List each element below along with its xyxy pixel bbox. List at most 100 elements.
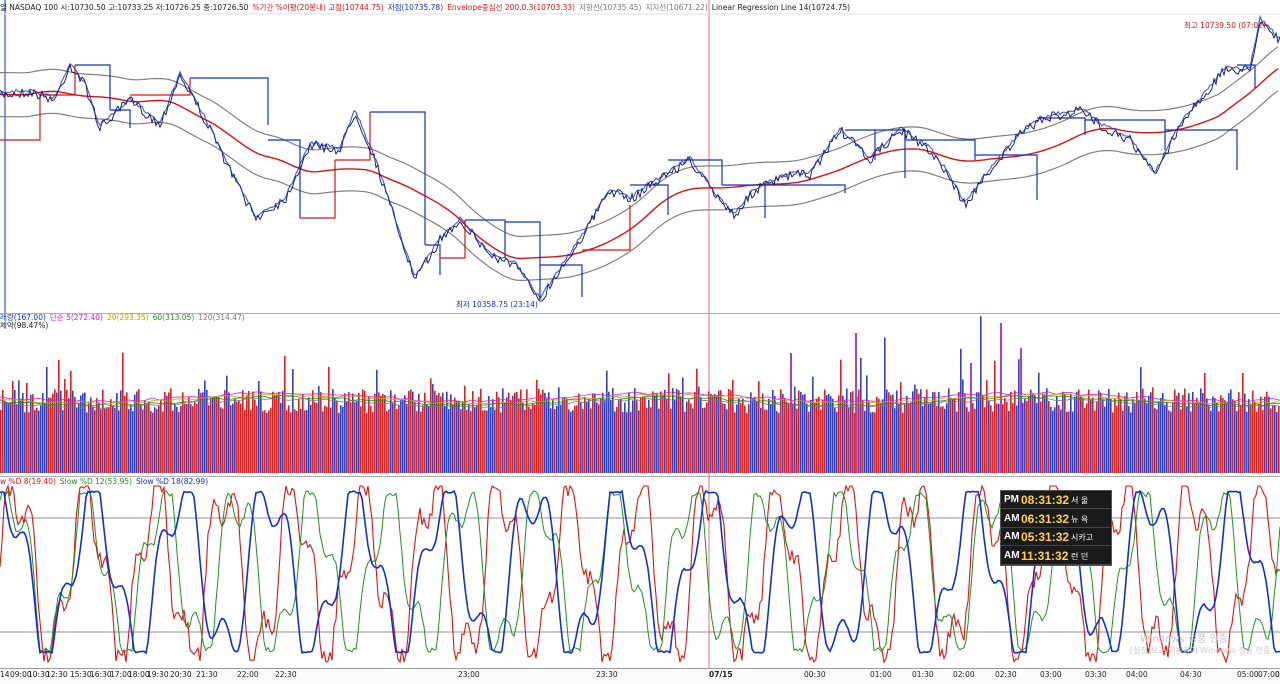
clock-time: 05:31:32 xyxy=(1021,530,1070,544)
volume-bar xyxy=(706,402,708,473)
volume-bar xyxy=(768,398,770,473)
volume-bar xyxy=(536,379,538,473)
volume-chart-pane[interactable]: 래량(167.00) 단순 5(272.40) 20(293.35) 60(313.0… xyxy=(0,313,1280,476)
volume-bar xyxy=(824,389,826,473)
volume-bar xyxy=(680,396,682,473)
volume-bar xyxy=(580,402,582,473)
volume-bar xyxy=(44,402,46,473)
volume-bar xyxy=(1262,409,1264,473)
volume-bar xyxy=(6,402,8,473)
volume-bar xyxy=(58,359,60,473)
volume-bar xyxy=(634,388,636,473)
volume-bar xyxy=(522,402,524,473)
volume-bar xyxy=(818,396,820,473)
volume-bar xyxy=(744,405,746,473)
volume-bar xyxy=(1170,411,1172,473)
volume-bar xyxy=(606,370,608,473)
volume-bar xyxy=(216,396,218,473)
time-axis-tick: 03:00 xyxy=(1040,670,1062,679)
volume-bar xyxy=(1036,403,1038,473)
volume-bar xyxy=(220,407,222,473)
volume-bar xyxy=(518,398,520,473)
volume-bar xyxy=(14,389,16,473)
volume-bar xyxy=(1260,396,1262,473)
volume-bar xyxy=(162,411,164,473)
volume-bar xyxy=(1096,401,1098,473)
channel-step xyxy=(40,65,76,96)
volume-bar xyxy=(874,412,876,473)
volume-bar xyxy=(204,380,206,473)
volume-bar xyxy=(380,396,382,473)
volume-bar xyxy=(372,412,374,473)
volume-bar xyxy=(528,406,530,473)
volume-bar xyxy=(678,390,680,473)
time-axis-tick: 19:30 xyxy=(147,670,169,679)
volume-bar xyxy=(640,397,642,473)
volume-bar xyxy=(944,408,946,473)
pane-divider[interactable] xyxy=(0,476,1280,477)
volume-bar xyxy=(860,358,862,473)
volume-legend-item: 120(314.47) xyxy=(198,313,245,322)
time-axis[interactable]: 14 09:00 10:30 12:30 15:30 16:30 17:00 18:00 19:… xyxy=(0,668,1280,684)
volume-spike xyxy=(790,353,792,473)
world-clock-widget[interactable]: PM 08:31:32 서 울 AM 06:31:32 뉴 욕 AM 05:31:32 시카고 A… xyxy=(1000,490,1112,566)
volume-bar xyxy=(182,392,184,473)
volume-bar xyxy=(42,393,44,473)
volume-bar xyxy=(386,411,388,473)
volume-chart-canvas[interactable] xyxy=(0,313,1280,476)
volume-bar xyxy=(438,392,440,473)
volume-bar xyxy=(752,398,754,473)
volume-bar xyxy=(936,405,938,473)
volume-bar xyxy=(170,388,172,473)
volume-bar xyxy=(1250,404,1252,473)
channel-step xyxy=(1237,64,1256,88)
volume-bar xyxy=(788,404,790,473)
clock-city: 런 던 xyxy=(1071,551,1089,561)
price-chart-pane[interactable]: 일 NASDAQ 100 시:10730.50 고:10733.25 저:107… xyxy=(0,0,1280,313)
volume-bar xyxy=(766,409,768,473)
volume-bar xyxy=(1104,406,1106,473)
volume-bar xyxy=(1244,393,1246,473)
volume-bar xyxy=(730,390,732,473)
volume-bar xyxy=(416,411,418,473)
world-clock-row: AM 11:31:32 런 던 xyxy=(1001,547,1111,565)
volume-bar xyxy=(798,390,800,473)
volume-bar xyxy=(1044,394,1046,473)
volume-bar xyxy=(228,392,230,473)
volume-bar xyxy=(1258,403,1260,473)
volume-bar xyxy=(1082,397,1084,473)
volume-bar xyxy=(776,411,778,473)
price-chart-canvas[interactable] xyxy=(0,0,1280,313)
volume-bar xyxy=(1270,408,1272,473)
slow-d-8-line xyxy=(0,484,1280,664)
volume-bar xyxy=(772,390,774,473)
volume-bar xyxy=(904,404,906,473)
volume-bar xyxy=(962,379,964,473)
volume-bar xyxy=(800,391,802,473)
volume-bar xyxy=(954,398,956,473)
volume-bar xyxy=(1276,412,1278,473)
volume-bar xyxy=(56,392,58,473)
volume-bar xyxy=(1004,398,1006,473)
volume-bar xyxy=(992,411,994,473)
volume-bar xyxy=(462,401,464,473)
resistance-line xyxy=(0,46,1279,238)
volume-bar xyxy=(674,400,676,473)
volume-bar xyxy=(74,396,76,473)
volume-bar xyxy=(848,407,850,473)
volume-bar xyxy=(704,407,706,473)
volume-bar xyxy=(470,411,472,473)
volume-bar xyxy=(642,396,644,473)
volume-bar xyxy=(1064,393,1066,473)
volume-bar xyxy=(1112,412,1114,473)
volume-bar xyxy=(250,409,252,473)
volume-bar xyxy=(1188,393,1190,473)
volume-bar xyxy=(344,393,346,473)
volume-bar xyxy=(436,395,438,473)
pane-divider[interactable] xyxy=(0,313,1280,314)
volume-legend: 래량(167.00) 단순 5(272.40) 20(293.35) 60(313.0… xyxy=(0,313,249,323)
volume-bar xyxy=(804,394,806,473)
volume-bar xyxy=(506,397,508,473)
volume-bar xyxy=(1118,392,1120,473)
volume-bar xyxy=(394,394,396,473)
